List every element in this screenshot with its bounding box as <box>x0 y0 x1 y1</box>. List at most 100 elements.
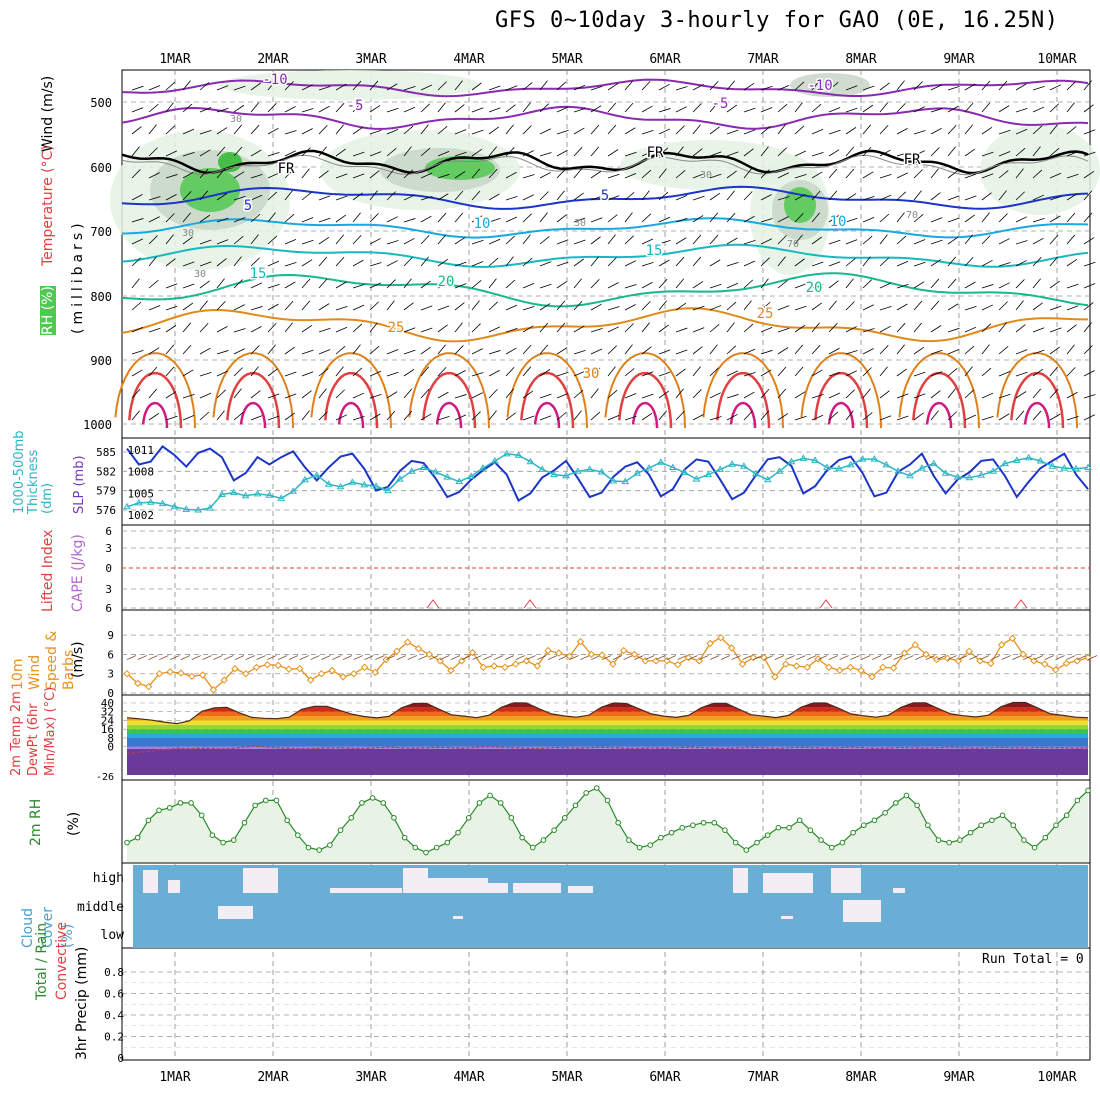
rh2m-point <box>1010 822 1017 829</box>
wind-barb <box>981 212 990 223</box>
isotherm-30-loop <box>800 352 882 429</box>
wind10-barb <box>634 655 644 660</box>
wind-barb <box>573 410 582 421</box>
wind10-barb <box>753 655 763 660</box>
wind10-speed-point <box>274 661 282 670</box>
wind-barb <box>318 349 331 355</box>
wind-barb <box>896 283 909 289</box>
thickness-point <box>965 473 974 481</box>
thickness-point <box>312 471 321 478</box>
thickness-point <box>431 468 440 475</box>
wind-barb <box>811 190 821 201</box>
thickness-point <box>206 504 214 511</box>
isotherm-label: 5 <box>601 188 609 204</box>
wind-barb <box>369 322 378 333</box>
wind-barb <box>182 344 192 355</box>
wind-barb <box>403 218 416 223</box>
wind-barb <box>131 146 140 157</box>
isotherm-20 <box>121 272 1089 308</box>
wind-barb <box>233 195 246 201</box>
wind-barb <box>607 149 619 157</box>
cloud-tick-label: low <box>101 928 125 943</box>
wind10-speed-point <box>1073 657 1081 665</box>
wind-barb <box>896 303 908 311</box>
wind-barb <box>369 413 381 421</box>
wind-barb <box>590 328 603 333</box>
isotherm-40-loop <box>925 401 953 429</box>
thickness-point <box>704 470 713 478</box>
wind-barb <box>250 149 262 157</box>
rh2m-point <box>124 839 130 846</box>
rh2m-point <box>1042 834 1049 841</box>
wind-barb <box>131 238 144 245</box>
wind-barb <box>998 80 1008 91</box>
wind10-barb <box>655 655 666 660</box>
rh2m-point <box>946 839 952 846</box>
wind-barb <box>1015 300 1024 311</box>
wind-barb <box>896 393 909 399</box>
wind-barb <box>148 216 160 223</box>
wind-barb <box>794 150 807 157</box>
wind-barb <box>862 279 872 289</box>
wind-barb <box>726 190 735 201</box>
wind10-speed-point <box>447 666 455 675</box>
wind-barb <box>896 80 905 91</box>
wind-barb <box>505 85 518 91</box>
wind-barb <box>522 125 532 135</box>
thickness-point <box>455 477 464 485</box>
wind10-speed-point <box>900 649 909 657</box>
wind-barb <box>794 391 806 399</box>
wind-barb <box>590 348 603 355</box>
wind-barb <box>726 129 739 135</box>
wind10-barb <box>645 655 655 660</box>
rh2m-point <box>989 817 995 824</box>
wind10-speed-point <box>738 660 747 668</box>
wind-barb <box>352 235 362 245</box>
wind-barb <box>1066 173 1079 179</box>
isotherm-15 <box>121 243 1089 268</box>
wind-barb <box>998 413 1010 421</box>
wind-barb <box>386 410 396 421</box>
thickness-tick-label: 579 <box>96 485 116 498</box>
thickness-point <box>787 457 796 465</box>
wind-barb <box>845 350 858 355</box>
wind-barb <box>522 390 534 399</box>
thickness-point <box>562 471 570 479</box>
thickness-point <box>135 498 143 506</box>
wind-barb <box>896 235 907 245</box>
wind-barb <box>1049 84 1061 91</box>
wind-barb <box>794 193 806 201</box>
wind10-barb <box>547 655 558 660</box>
cloud-gap <box>428 878 488 893</box>
wind-barb <box>675 125 685 135</box>
wind-barb <box>709 344 718 355</box>
precip-tick-label: 0.4 <box>104 1009 124 1022</box>
thickness-point <box>396 475 404 482</box>
wind-barb <box>216 370 229 377</box>
wind-barb <box>233 328 246 333</box>
cloud-gap <box>733 868 748 893</box>
wind-barb <box>828 372 841 377</box>
isotherm-30-loop <box>506 352 588 429</box>
wind-barb <box>148 327 161 333</box>
thickness-point <box>573 467 582 474</box>
wind-barb <box>896 212 905 223</box>
isotherm-40-loop <box>141 401 169 429</box>
rh2m-point <box>252 802 258 809</box>
wind10-speed-point <box>825 663 833 672</box>
wind-barb <box>301 84 313 91</box>
precip-tick-label: 0.2 <box>104 1031 124 1044</box>
wind-barb <box>182 212 191 223</box>
wind-barb <box>454 151 467 157</box>
wind-barb <box>488 85 501 91</box>
wind-barb <box>335 234 344 245</box>
wind-barb <box>539 415 552 421</box>
wind-barb <box>658 108 671 113</box>
wind-barb <box>131 388 141 399</box>
wind-barb <box>403 349 416 355</box>
wind-barb <box>182 283 195 289</box>
wind-barb <box>1066 367 1076 377</box>
wind-barb <box>250 194 263 201</box>
wind-barb <box>1083 151 1096 157</box>
wind-barb <box>726 370 739 377</box>
